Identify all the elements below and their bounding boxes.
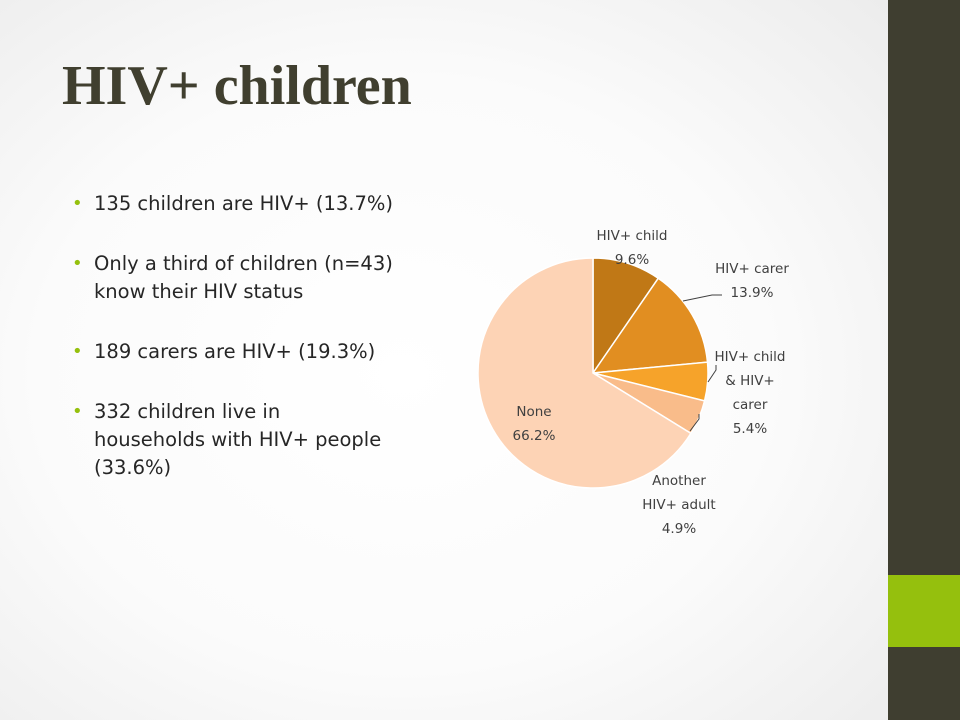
- pie-label-line: HIV+ adult: [642, 497, 715, 513]
- bullet-item: • 135 children are HIV+ (13.7%): [70, 190, 430, 218]
- pie-label-line: & HIV+: [725, 373, 775, 389]
- pie-slice-label: HIV+ child 9.6%: [596, 228, 667, 268]
- bullet-line: know their HIV status: [94, 280, 304, 303]
- pie-slice: [591, 277, 709, 374]
- pie-label-line: HIV+ child: [596, 228, 667, 244]
- sidebar-accent-block: [888, 575, 960, 647]
- pie-leader-lines: [682, 294, 722, 432]
- pie-label-line: 13.9%: [731, 285, 774, 301]
- pie-label-line: None: [516, 404, 551, 420]
- bullet-line: Only a third of children (n=43): [94, 252, 393, 275]
- bullet-list: • 135 children are HIV+ (13.7%) • Only a th…: [70, 190, 430, 514]
- pie-label-line: HIV+ child: [714, 349, 785, 365]
- bullet-item: • Only a third of children (n=43) know the…: [70, 250, 430, 306]
- pie-slice-label: Another HIV+ adult 4.9%: [642, 473, 715, 537]
- pie-label-line: 5.4%: [733, 421, 767, 437]
- bullet-dot-icon: •: [72, 253, 83, 274]
- pie-leader-line: [682, 294, 722, 302]
- bullet-line: 135 children are HIV+ (13.7%): [94, 192, 394, 215]
- bullet-line: (33.6%): [94, 456, 172, 479]
- bullet-item: • 189 carers are HIV+ (19.3%): [70, 338, 430, 366]
- pie-slices: [477, 257, 709, 489]
- pie-slice-label: None 66.2%: [513, 404, 556, 444]
- bullet-dot-icon: •: [72, 401, 83, 422]
- bullet-item: • 332 children live in households with HIV…: [70, 398, 430, 482]
- pie-label-line: carer: [733, 397, 768, 413]
- bullet-line: 332 children live in: [94, 400, 281, 423]
- pie-label-line: 9.6%: [615, 252, 649, 268]
- pie-leader-line: [689, 414, 700, 432]
- slide-title: HIV+ children: [62, 55, 412, 117]
- pie-labels: HIV+ child 9.6% HIV+ carer 13.9% HIV+ child &…: [513, 228, 790, 537]
- bullet-dot-icon: •: [72, 193, 83, 214]
- pie-label-line: 66.2%: [513, 428, 556, 444]
- pie-label-line: HIV+ carer: [715, 261, 789, 277]
- pie-leader-line: [707, 365, 717, 383]
- pie-slice-label: HIV+ child & HIV+ carer 5.4%: [714, 349, 785, 437]
- pie-slice: [477, 257, 692, 489]
- pie-slice-label: HIV+ carer 13.9%: [715, 261, 789, 301]
- bullet-line: 189 carers are HIV+ (19.3%): [94, 340, 376, 363]
- bullet-line: households with HIV+ people: [94, 428, 382, 451]
- pie-label-line: Another: [652, 473, 706, 489]
- bullet-dot-icon: •: [72, 341, 83, 362]
- pie-label-line: 4.9%: [662, 521, 696, 537]
